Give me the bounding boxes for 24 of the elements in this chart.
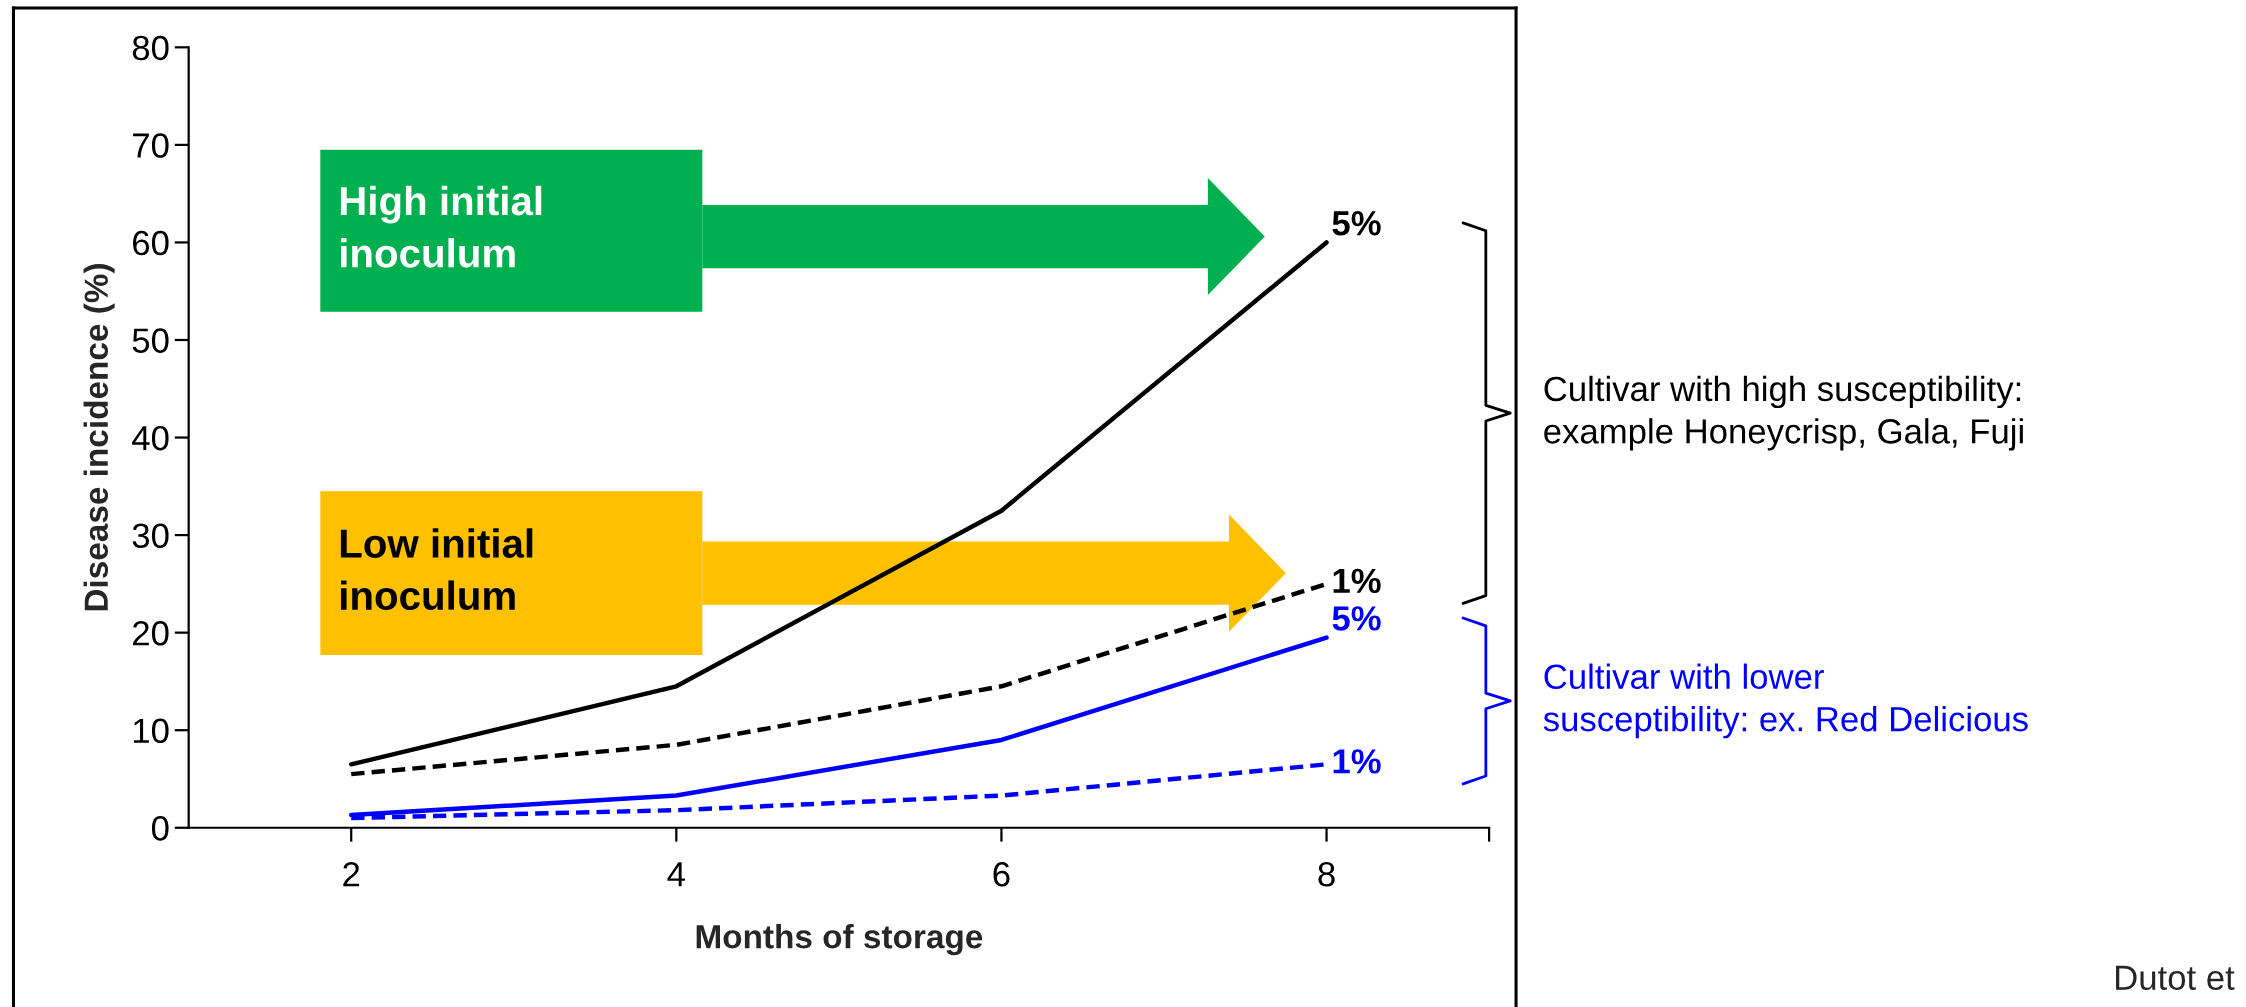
y-tick-label: 70 (133, 133, 169, 158)
annotation: High initial inoculum (340, 185, 542, 268)
x-tick-label: 2 (343, 862, 360, 887)
y-tick-label: 50 (132, 328, 169, 353)
series-label: 5% (1332, 606, 1381, 631)
text: Cultivar with high susceptibility: example Honeycrisp, Gala, Fuji (1544, 375, 2023, 451)
y-tick-label: 0 (151, 816, 169, 841)
y-tick-label: 20 (133, 620, 169, 646)
y-tick-label: 10 (133, 718, 169, 744)
text: Cultivar with lower susceptibility: ex. Red Delicious (1543, 663, 2028, 739)
y-tick-label: 80 (132, 35, 169, 61)
text: Dutot et (2116, 965, 2235, 991)
y-tick-label: 40 (132, 425, 169, 451)
x-axis-title: Months of storage (696, 924, 983, 956)
x-tick-label: 4 (667, 862, 685, 887)
x-tick-label: 6 (993, 862, 1010, 887)
y-axis-title: Disease incidence (%) (83, 264, 115, 611)
series-label: 1% (1333, 568, 1381, 594)
y-tick-label: 30 (132, 523, 169, 549)
x-tick-label: 8 (1318, 862, 1335, 887)
series-label: 5% (1332, 211, 1381, 236)
y-tick-label: 60 (133, 230, 169, 256)
annotation: Low initial inoculum (340, 528, 533, 611)
series-label: 1% (1333, 749, 1381, 774)
